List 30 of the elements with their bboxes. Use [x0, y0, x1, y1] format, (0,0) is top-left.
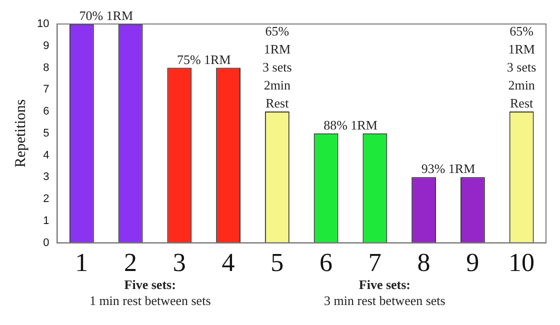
y-tick-label: 10 [36, 18, 50, 30]
x-tick-label: 8 [417, 248, 430, 278]
annotation: 70% 1RM [79, 8, 134, 23]
x-tick-label: 4 [222, 248, 235, 278]
y-tick-label: 9 [43, 40, 50, 52]
x-tick-label: 2 [124, 248, 138, 278]
annotation: 65% 1RM 3 sets 2min Rest [262, 24, 292, 111]
annotation: 93% 1RM [421, 161, 476, 176]
x-tick-label: 1 [75, 248, 88, 278]
y-axis-title: Repetitions [12, 99, 29, 168]
x-tick-label: 10 [508, 248, 535, 278]
x-tick-label: 6 [320, 248, 333, 278]
y-tick-label: 8 [43, 62, 50, 74]
text: Five sets: 1 min rest between sets [89, 276, 211, 308]
x-tick-label: 7 [368, 248, 382, 278]
y-tick-label: 3 [43, 171, 50, 184]
y-tick-label: 5 [43, 127, 50, 140]
y-tick-label: 1 [43, 214, 50, 227]
annotation: 65% 1RM 3 sets 2min Rest [506, 24, 536, 111]
y-tick-label: 4 [43, 149, 50, 162]
x-tick-label: 9 [466, 248, 480, 278]
annotation: 75% 1RM [176, 52, 232, 67]
x-tick-label: 5 [270, 248, 284, 278]
y-tick-label: 2 [43, 193, 50, 206]
x-tick-label: 3 [172, 248, 186, 278]
y-tick-label: 6 [43, 106, 50, 118]
y-tick-label: 7 [43, 84, 50, 96]
y-tick-label: 0 [43, 236, 50, 249]
annotation: 88% 1RM [324, 117, 378, 132]
text: Five sets: 3 min rest between sets [324, 276, 446, 308]
